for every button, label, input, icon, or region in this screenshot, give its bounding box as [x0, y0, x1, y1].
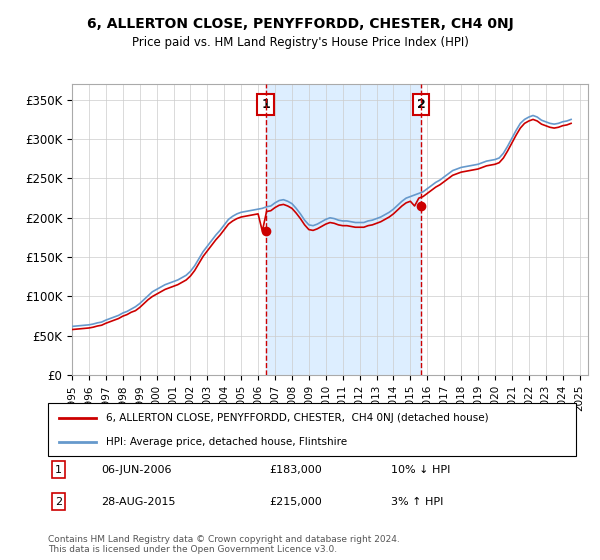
- Text: 3% ↑ HPI: 3% ↑ HPI: [391, 497, 443, 507]
- Text: 6, ALLERTON CLOSE, PENYFFORDD, CHESTER,  CH4 0NJ (detached house): 6, ALLERTON CLOSE, PENYFFORDD, CHESTER, …: [106, 413, 489, 423]
- Text: 1: 1: [55, 464, 62, 474]
- Text: Contains HM Land Registry data © Crown copyright and database right 2024.
This d: Contains HM Land Registry data © Crown c…: [48, 535, 400, 554]
- Text: Price paid vs. HM Land Registry's House Price Index (HPI): Price paid vs. HM Land Registry's House …: [131, 36, 469, 49]
- Text: £215,000: £215,000: [270, 497, 323, 507]
- Bar: [266, 84, 421, 375]
- FancyBboxPatch shape: [48, 403, 576, 456]
- Text: 28-AUG-2015: 28-AUG-2015: [101, 497, 175, 507]
- Text: HPI: Average price, detached house, Flintshire: HPI: Average price, detached house, Flin…: [106, 436, 347, 446]
- Text: 6, ALLERTON CLOSE, PENYFFORDD, CHESTER, CH4 0NJ: 6, ALLERTON CLOSE, PENYFFORDD, CHESTER, …: [86, 17, 514, 31]
- Text: 2: 2: [55, 497, 62, 507]
- Text: 1: 1: [261, 98, 270, 111]
- Text: 2: 2: [417, 98, 426, 111]
- Text: 10% ↓ HPI: 10% ↓ HPI: [391, 464, 451, 474]
- Text: 06-JUN-2006: 06-JUN-2006: [101, 464, 172, 474]
- Text: £183,000: £183,000: [270, 464, 323, 474]
